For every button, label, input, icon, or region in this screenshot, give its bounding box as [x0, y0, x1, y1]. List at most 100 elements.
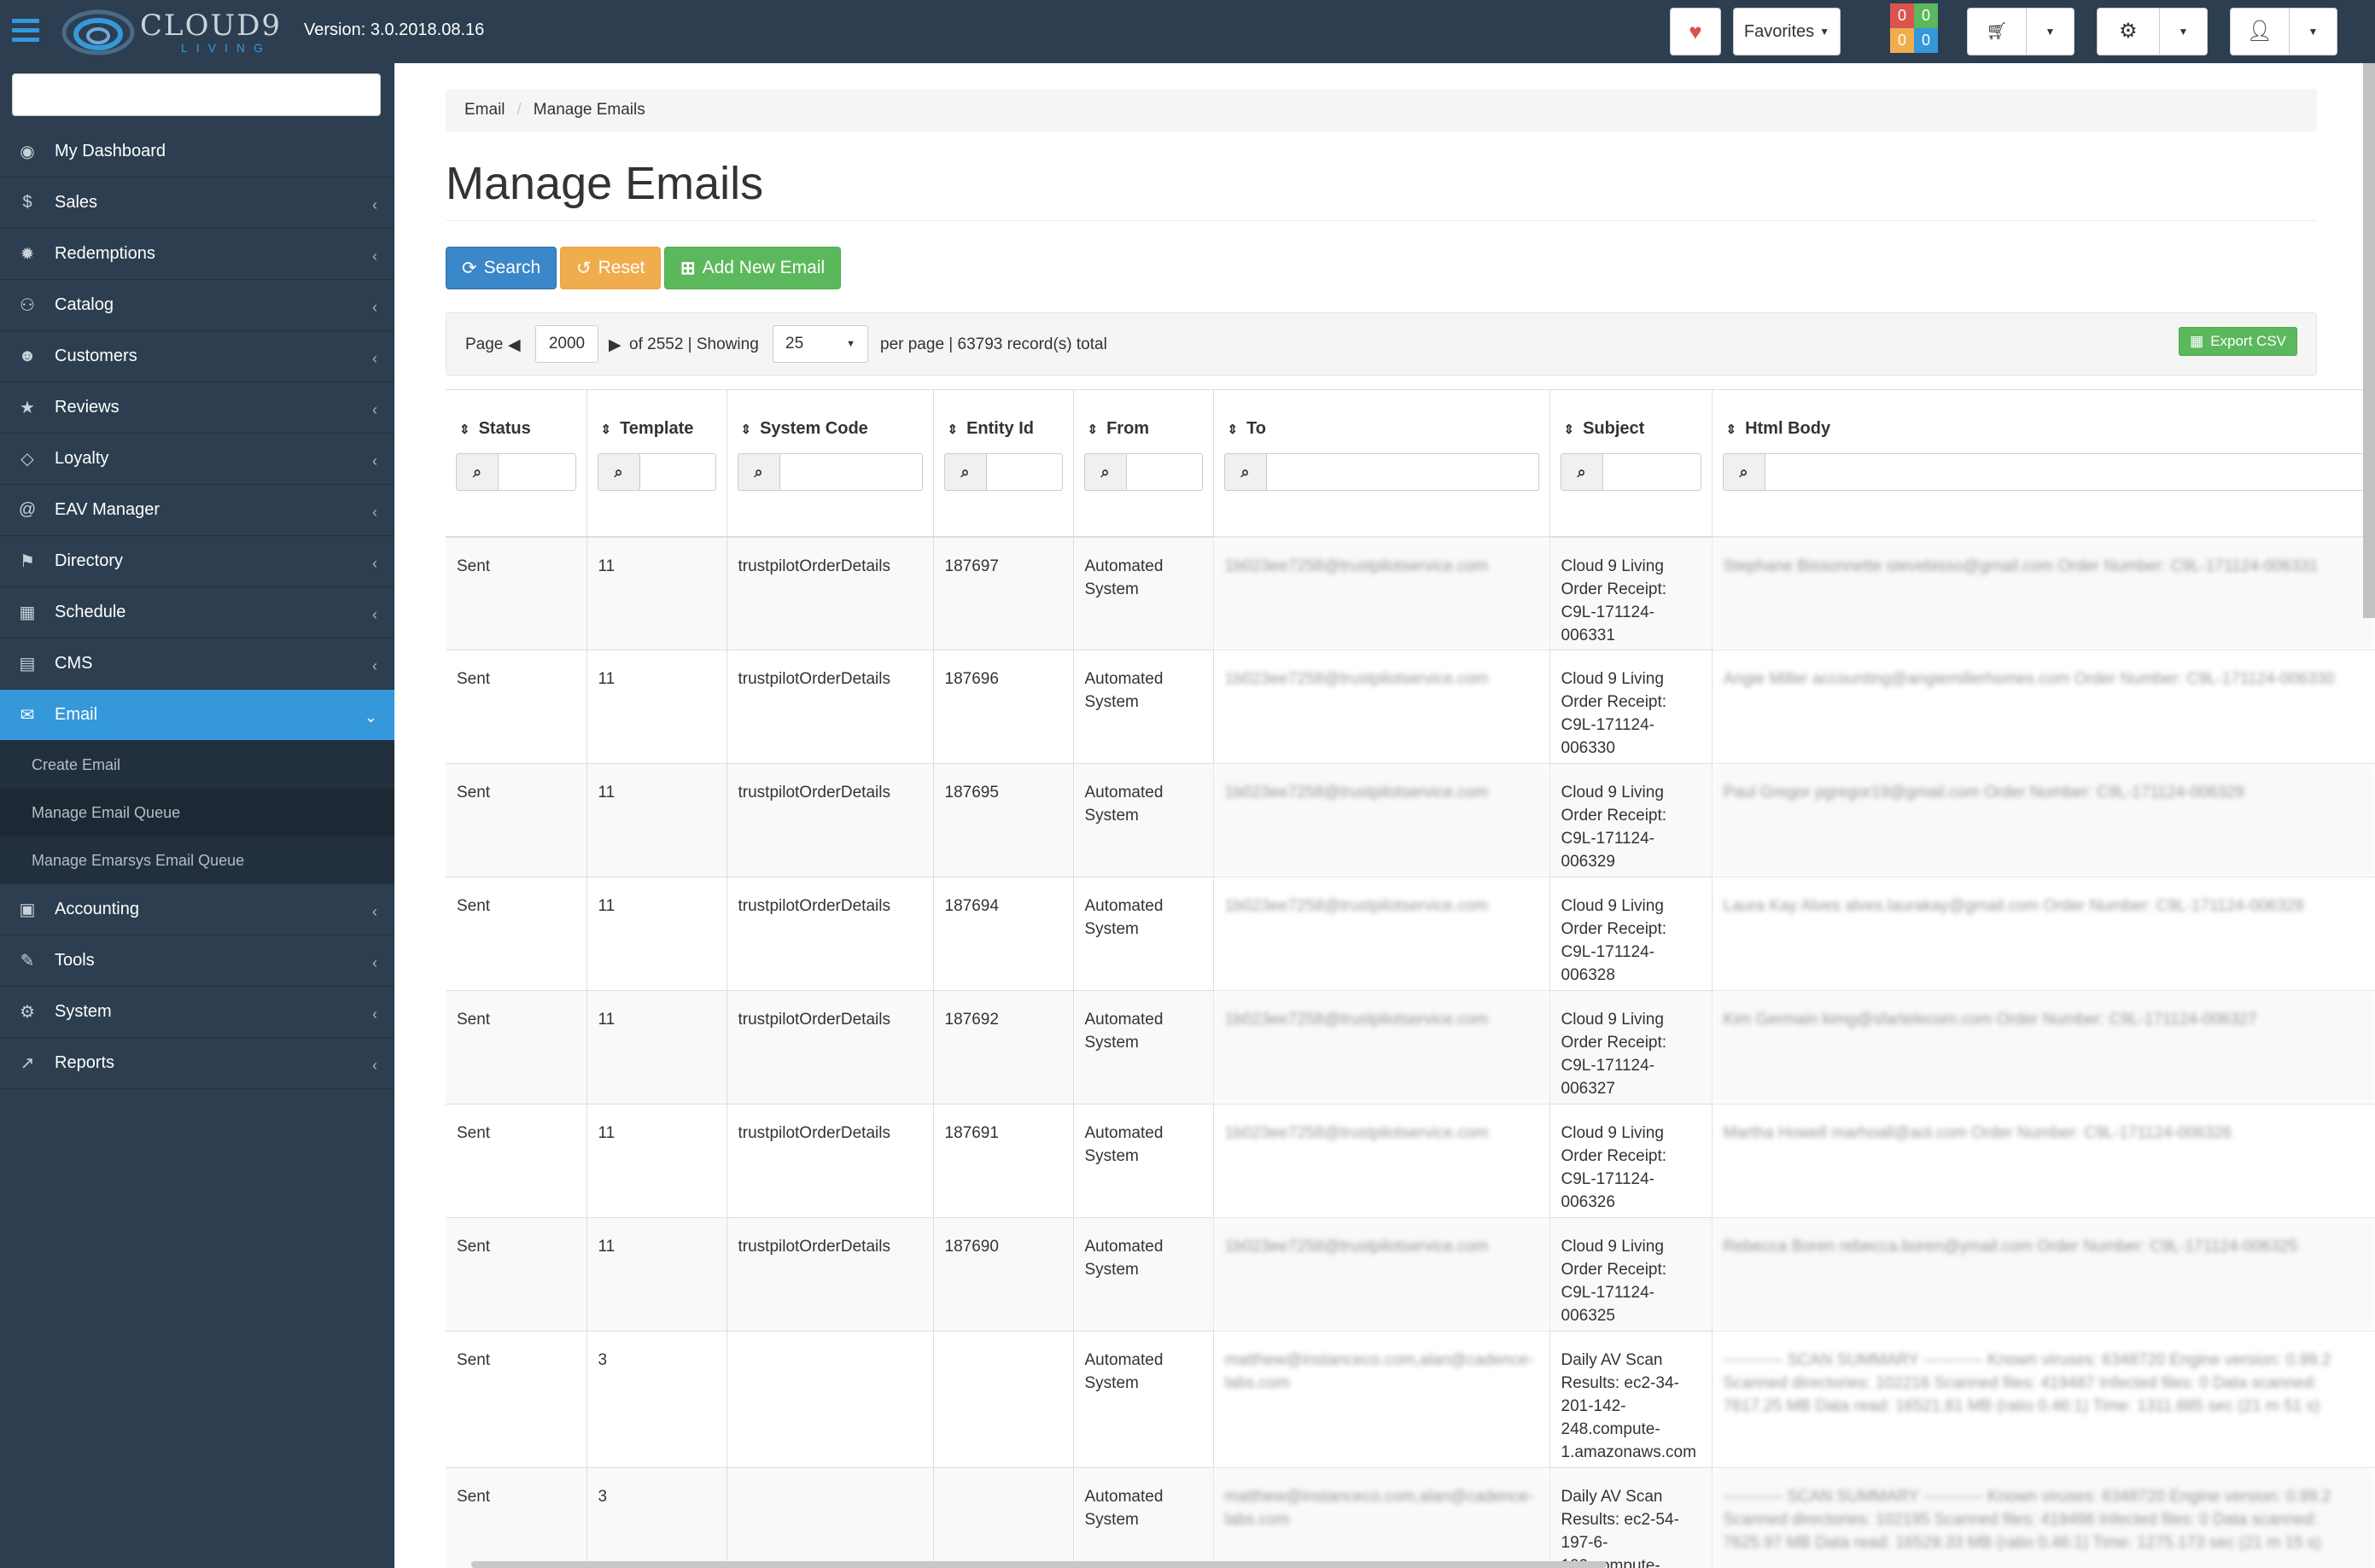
sidebar-item-reviews[interactable]: ★ Reviews ‹: [0, 382, 394, 434]
sidebar-item-schedule[interactable]: ▦ Schedule ‹: [0, 587, 394, 638]
submenu-item-manage-email-queue[interactable]: Manage Email Queue: [0, 789, 394, 836]
breadcrumb-email-link[interactable]: Email: [464, 101, 505, 119]
status-badges[interactable]: 0 0 0 0: [1890, 3, 1938, 53]
cell-status: Sent: [446, 1104, 587, 1218]
sidebar-item-label: EAV Manager: [55, 500, 160, 519]
filter-input[interactable]: [499, 453, 576, 491]
sidebar-item-customers[interactable]: ☻ Customers ‹: [0, 331, 394, 382]
html-body-filter[interactable]: ⌕: [1722, 453, 2365, 491]
chevron-left-icon: ‹: [372, 248, 377, 265]
next-page-icon[interactable]: ▶: [609, 336, 621, 354]
sidebar-item-reports[interactable]: ↗ Reports ‹: [0, 1038, 394, 1089]
sidebar-item-cms[interactable]: ▤ CMS ‹: [0, 638, 394, 690]
table-row[interactable]: Sent 11 trustpilotOrderDetails 187697 Automa…: [446, 536, 2375, 650]
sidebar-item-email[interactable]: ✉ Email ⌄: [0, 690, 394, 741]
sidebar-item-eav-manager[interactable]: @ EAV Manager ‹: [0, 485, 394, 536]
cell-html-body: Laura Kay Alves alves.laurakay@gmail.com…: [1712, 877, 2375, 991]
prev-page-icon[interactable]: ◀: [508, 336, 521, 354]
cell-from: Automated System: [1073, 650, 1214, 764]
column-status[interactable]: ⇕ Status ⌕: [446, 389, 587, 538]
cell-entity-id: 187697: [933, 536, 1074, 650]
sidebar-item-tools[interactable]: ✎ Tools ‹: [0, 936, 394, 987]
file-excel-icon: ▦: [2190, 333, 2204, 349]
filter-input[interactable]: [1765, 453, 2365, 491]
column-from[interactable]: ⇕ From ⌕: [1073, 389, 1214, 538]
filter-input[interactable]: [986, 453, 1063, 491]
table-row[interactable]: Sent 11 trustpilotOrderDetails 187691 Automa…: [446, 1104, 2375, 1218]
sidebar-item-sales[interactable]: $ Sales ‹: [0, 178, 394, 229]
logo-subtitle: LIVING: [181, 41, 271, 55]
sidebar-item-label: Email: [55, 705, 98, 724]
sidebar-item-my-dashboard[interactable]: ◉ My Dashboard: [0, 126, 394, 178]
cart-dropdown[interactable]: 🛒︎ ▼: [1967, 8, 2074, 55]
chevron-left-icon: ‹: [372, 954, 377, 971]
settings-dropdown[interactable]: ⚙ ▼: [2097, 8, 2208, 55]
user-dropdown[interactable]: 👤︎ ▼: [2230, 8, 2337, 55]
submenu-item-manage-emarsys-email-queue[interactable]: Manage Emarsys Email Queue: [32, 851, 245, 869]
sidebar-item-accounting[interactable]: ▣ Accounting ‹: [0, 884, 394, 936]
filter-input[interactable]: [1602, 453, 1701, 491]
search-icon: ⌕: [943, 453, 987, 491]
cell-template: 3: [586, 1331, 727, 1468]
cell-html-body: Paul Gregor pgregor19@gmail.com Order Nu…: [1712, 763, 2375, 877]
reset-button[interactable]: ↺ Reset: [560, 247, 662, 289]
cell-system-code: [727, 1467, 934, 1568]
menu-toggle-icon[interactable]: [12, 19, 39, 43]
sidebar-search-input[interactable]: [12, 73, 381, 116]
system-code-filter[interactable]: ⌕: [737, 453, 923, 491]
export-csv-button[interactable]: ▦ Export CSV: [2179, 327, 2297, 356]
logo[interactable]: CLOUD9 LIVING: [61, 5, 292, 56]
cell-from: Automated System: [1073, 536, 1214, 650]
table-row[interactable]: Sent 3 Automated System matthew@instanceco.…: [446, 1467, 2375, 1568]
sidebar-item-system[interactable]: ⚙ System ‹: [0, 987, 394, 1038]
favorites-dropdown[interactable]: Favorites ▼: [1733, 8, 1841, 55]
sidebar-item-directory[interactable]: ⚑ Directory ‹: [0, 536, 394, 587]
table-row[interactable]: Sent 11 trustpilotOrderDetails 187695 Automa…: [446, 763, 2375, 877]
cell-entity-id: 187692: [933, 990, 1074, 1105]
table-row[interactable]: Sent 11 trustpilotOrderDetails 187692 Automa…: [446, 990, 2375, 1105]
cell-from: Automated System: [1073, 1331, 1214, 1468]
table-row[interactable]: Sent 11 trustpilotOrderDetails 187690 Automa…: [446, 1217, 2375, 1332]
vertical-scrollbar[interactable]: [2363, 63, 2375, 618]
column-html-body[interactable]: ⇕ Html Body ⌕: [1712, 389, 2375, 538]
cell-html-body: Stephane Bissonnette stevebisso@gmail.co…: [1712, 536, 2375, 650]
entity-id-filter[interactable]: ⌕: [943, 453, 1063, 491]
sidebar-item-label: Directory: [55, 551, 124, 570]
filter-input[interactable]: [639, 453, 716, 491]
column-entity-id[interactable]: ⇕ Entity Id ⌕: [933, 389, 1074, 538]
page-number-input[interactable]: 2000: [535, 325, 598, 363]
cell-from: Automated System: [1073, 1217, 1214, 1332]
add-new-email-button[interactable]: ⊞ Add New Email: [664, 247, 842, 289]
sidebar-item-label: Tools: [55, 951, 95, 970]
column-system-code[interactable]: ⇕ System Code ⌕: [727, 389, 934, 538]
filter-input[interactable]: [1266, 453, 1539, 491]
from-filter[interactable]: ⌕: [1083, 453, 1203, 491]
table-row[interactable]: Sent 11 trustpilotOrderDetails 187696 Automa…: [446, 650, 2375, 764]
filter-input[interactable]: [779, 453, 923, 491]
per-page-select[interactable]: 25 ▼: [773, 325, 868, 363]
column-template[interactable]: ⇕ Template ⌕: [586, 389, 727, 538]
sidebar-item-catalog[interactable]: ⚇ Catalog ‹: [0, 280, 394, 331]
search-button[interactable]: ⟳ Search: [446, 247, 557, 289]
favorite-heart-button[interactable]: ♥: [1670, 8, 1721, 55]
column-to[interactable]: ⇕ To ⌕: [1213, 389, 1550, 538]
sidebar-item-redemptions[interactable]: ✹ Redemptions ‹: [0, 229, 394, 280]
cell-entity-id: 187696: [933, 650, 1074, 764]
column-subject[interactable]: ⇕ Subject ⌕: [1549, 389, 1713, 538]
logo-wordmark: CLOUD9: [140, 9, 283, 43]
template-filter[interactable]: ⌕: [597, 453, 716, 491]
badge-red: 0: [1890, 3, 1914, 28]
chevron-down-icon: ⌄: [364, 708, 377, 726]
submenu-item-create-email[interactable]: Create Email: [32, 755, 121, 773]
chevron-left-icon: ‹: [372, 1006, 377, 1023]
cell-to: matthew@instanceco.com,alan@cadence-labs…: [1213, 1331, 1550, 1468]
filter-input[interactable]: [1126, 453, 1203, 491]
subject-filter[interactable]: ⌕: [1560, 453, 1701, 491]
table-row[interactable]: Sent 3 Automated System matthew@instanceco.…: [446, 1331, 2375, 1468]
to-filter[interactable]: ⌕: [1223, 453, 1539, 491]
sidebar-item-loyalty[interactable]: ◇ Loyalty ‹: [0, 434, 394, 485]
table-row[interactable]: Sent 11 trustpilotOrderDetails 187694 Automa…: [446, 877, 2375, 991]
sidebar-item-label: Sales: [55, 193, 98, 212]
horizontal-scrollbar[interactable]: [471, 1561, 1607, 1568]
status-filter[interactable]: ⌕: [456, 453, 576, 491]
